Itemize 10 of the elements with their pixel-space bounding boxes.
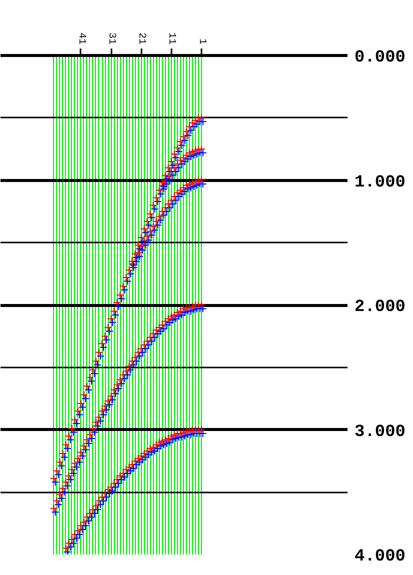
y-tick-label: 2.000 bbox=[354, 298, 406, 317]
y-tick-label: 4.000 bbox=[354, 548, 406, 566]
y-tick-label: 3.000 bbox=[354, 422, 406, 442]
x-tick-label: 41 bbox=[75, 32, 86, 45]
x-tick-label: 31 bbox=[105, 32, 116, 45]
y-tick-label: 1.000 bbox=[354, 173, 406, 192]
y-tick-label: 0.000 bbox=[354, 48, 406, 68]
x-tick-label: 11 bbox=[166, 32, 177, 45]
x-tick-label: 21 bbox=[136, 32, 147, 45]
x-tick-label: 1 bbox=[196, 38, 207, 45]
